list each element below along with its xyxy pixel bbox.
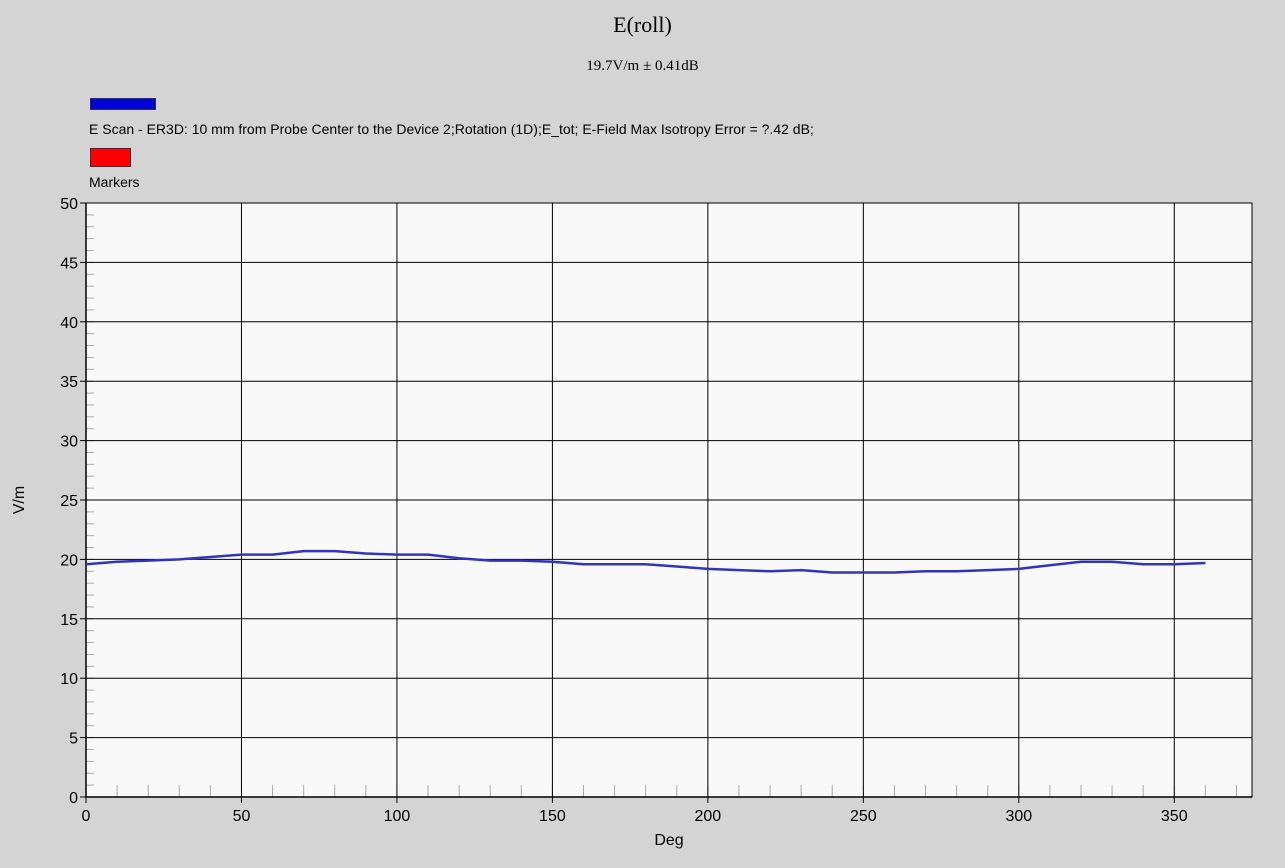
x-tick-label: 0 [82, 808, 91, 825]
grid-lines [86, 202, 1252, 797]
legend-label-escan: E Scan - ER3D: 10 mm from Probe Center t… [89, 121, 814, 137]
x-axis-title: Deg [654, 832, 683, 849]
x-tick-label: 250 [850, 808, 877, 825]
y-tick-label: 40 [60, 315, 78, 332]
x-tick-labels: 0 50 100 150 200 250 300 350 [82, 808, 1188, 825]
y-tick-label: 15 [60, 612, 78, 629]
y-tick-label: 20 [60, 552, 78, 569]
y-tick-label: 5 [69, 731, 78, 748]
y-tick-label: 50 [60, 196, 78, 213]
axes [80, 202, 1252, 803]
x-tick-label: 100 [384, 808, 411, 825]
chart-title: E(roll) [613, 12, 672, 37]
legend-swatch-markers [90, 148, 131, 167]
x-tick-label: 350 [1161, 808, 1188, 825]
y-tick-label: 35 [60, 374, 78, 391]
x-tick-label: 150 [539, 808, 566, 825]
y-tick-label: 45 [60, 255, 78, 272]
x-tick-label: 50 [233, 808, 251, 825]
legend-swatch-escan [90, 98, 156, 110]
y-tick-label: 0 [69, 790, 78, 807]
y-tick-label: 25 [60, 493, 78, 510]
legend-label-markers: Markers [89, 174, 140, 190]
x-tick-label: 200 [695, 808, 722, 825]
y-axis-title: V/m [11, 486, 28, 514]
x-tick-label: 300 [1005, 808, 1032, 825]
series-lines [85, 549, 1206, 574]
y-tick-labels: 0 5 10 15 20 25 30 35 40 45 50 [60, 196, 78, 807]
chart-subtitle: 19.7V/m ± 0.41dB [586, 58, 699, 74]
y-tick-label: 30 [60, 434, 78, 451]
y-tick-label: 10 [60, 671, 78, 688]
